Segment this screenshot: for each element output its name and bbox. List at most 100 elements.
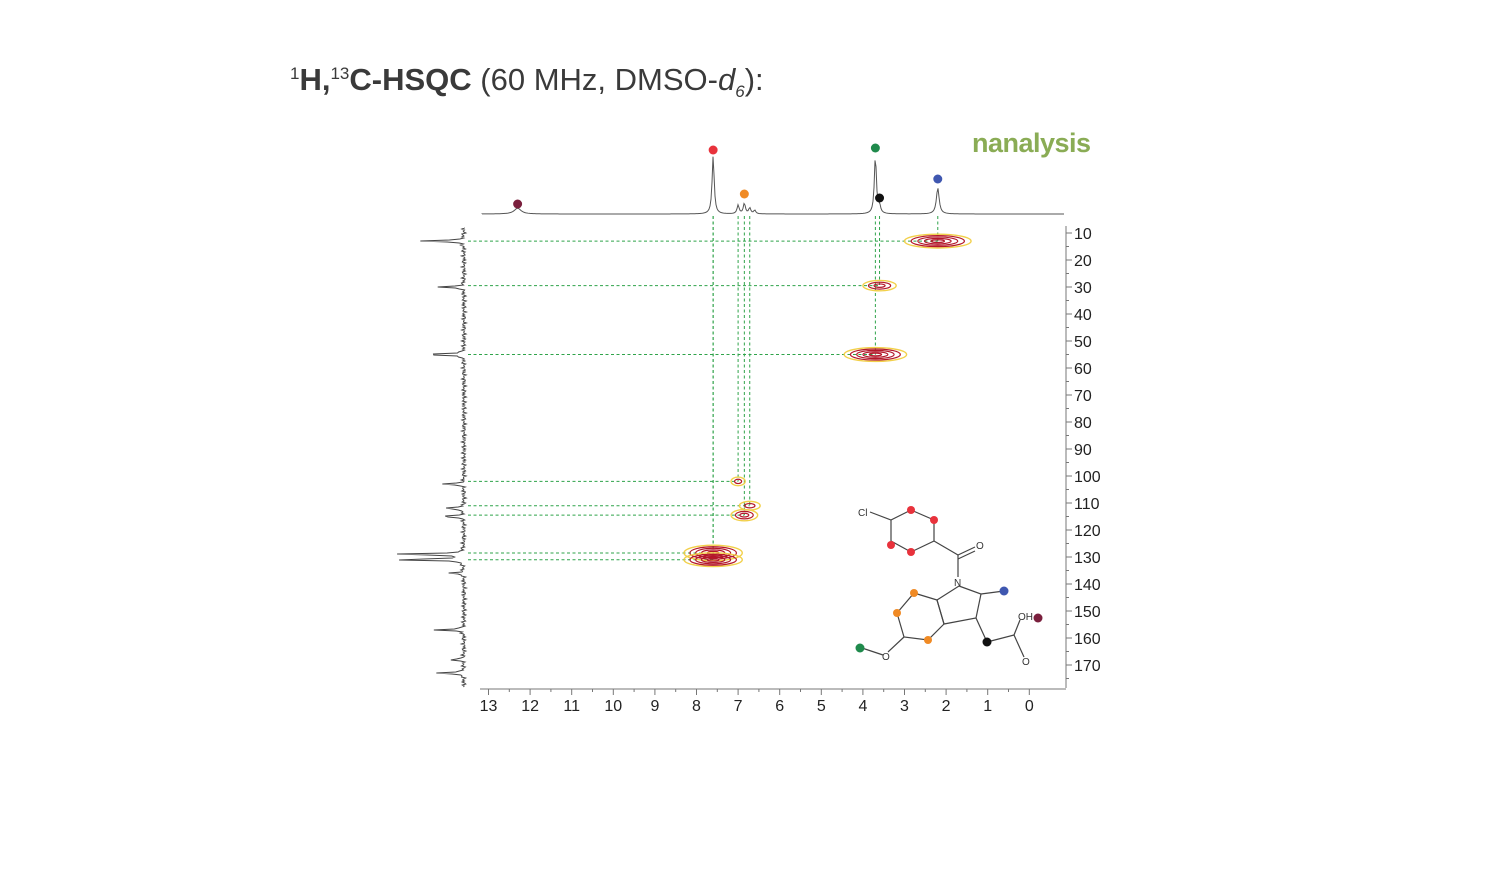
y-tick-label: 30 bbox=[1074, 280, 1092, 297]
marker-red-1 bbox=[907, 506, 915, 514]
proton-marker-blue bbox=[933, 174, 943, 184]
label-oh: OH bbox=[1018, 612, 1033, 623]
label-n: N bbox=[954, 578, 961, 589]
y-tick-label: 140 bbox=[1074, 577, 1101, 594]
marker-black bbox=[982, 637, 992, 647]
marker-red-3 bbox=[887, 541, 895, 549]
marker-orange-3 bbox=[924, 636, 932, 644]
y-tick-label: 130 bbox=[1074, 550, 1101, 567]
x-tick-label: 8 bbox=[692, 698, 701, 715]
cross-peak-contour bbox=[930, 239, 946, 244]
proton-marker-red bbox=[708, 145, 718, 155]
proton-marker-orange bbox=[739, 189, 749, 199]
cross-peak-contour bbox=[923, 237, 952, 245]
bond-ch2-cooh bbox=[986, 634, 1015, 643]
bond-cooh-o bbox=[1013, 634, 1025, 658]
benzo-ring bbox=[896, 592, 945, 641]
cross-peak-contour bbox=[867, 281, 892, 290]
x-tick-label: 4 bbox=[858, 698, 867, 715]
title-end: ): bbox=[744, 62, 764, 97]
y-tick-label: 50 bbox=[1074, 334, 1092, 351]
cross-peak-contour bbox=[856, 349, 895, 360]
cross-peak-contour bbox=[730, 476, 746, 487]
x-tick-label: 11 bbox=[563, 698, 580, 715]
cross-peak-contour bbox=[743, 502, 756, 509]
marker-green bbox=[855, 643, 865, 653]
pyrrole-ring bbox=[936, 585, 982, 625]
y-tick-label: 150 bbox=[1074, 604, 1101, 621]
cross-peak-contour bbox=[910, 234, 966, 248]
y-tick-label: 40 bbox=[1074, 307, 1092, 324]
y-tick-label: 110 bbox=[1074, 496, 1100, 513]
cross-peak-contour bbox=[849, 348, 901, 361]
nanalysis-logo: nanalysis bbox=[972, 128, 1091, 158]
title-conditions: (60 MHz, DMSO- bbox=[471, 62, 718, 97]
x-tick-label: 2 bbox=[942, 698, 951, 715]
marker-orange-1 bbox=[910, 589, 918, 597]
proton-marker-green bbox=[870, 143, 880, 153]
cross-peak-contour bbox=[843, 346, 908, 363]
label-o-ether: O bbox=[882, 652, 890, 663]
y-tick-label: 100 bbox=[1074, 469, 1101, 486]
cross-peak-contour bbox=[739, 512, 750, 518]
proton-marker-dark_red bbox=[513, 199, 523, 209]
cross-peak-contour bbox=[733, 478, 743, 485]
page-title: 1H,13C-HSQC (60 MHz, DMSO-d6): bbox=[290, 62, 764, 102]
proton-spectrum bbox=[481, 143, 1064, 215]
label-cl: Cl bbox=[858, 508, 867, 519]
x-tick-label: 1 bbox=[983, 698, 992, 715]
x-tick-label: 13 bbox=[480, 698, 498, 715]
cross-peaks bbox=[683, 233, 972, 568]
y-tick-label: 90 bbox=[1074, 442, 1092, 459]
title-sup-h: 1 bbox=[290, 64, 300, 83]
marker-red-2 bbox=[930, 516, 938, 524]
carbon-spectrum bbox=[397, 227, 469, 688]
cross-peak-contour bbox=[873, 283, 886, 288]
y-tick-label: 10 bbox=[1074, 226, 1092, 243]
x-tick-label: 0 bbox=[1025, 698, 1034, 715]
cross-peak-contour bbox=[862, 351, 889, 358]
bond-cooh-oh bbox=[1013, 619, 1021, 636]
axes: 13 12 11 10 9 8 7 6 5 4 3 2 1 01020304050607080901001… bbox=[480, 226, 1101, 715]
x-tick-label: 9 bbox=[650, 698, 659, 715]
x-tick-label: 12 bbox=[521, 698, 539, 715]
structure-markers bbox=[855, 506, 1043, 653]
bond-carbonyl-o bbox=[957, 546, 976, 556]
title-sup-c: 13 bbox=[330, 64, 350, 83]
bond-ring-carbonyl bbox=[933, 540, 959, 556]
label-o-ketone: O bbox=[976, 541, 984, 552]
cross-peak-contour bbox=[917, 236, 959, 246]
title-hsqc: C-HSQC bbox=[349, 62, 472, 97]
x-tick-label: 7 bbox=[734, 698, 743, 715]
cross-peak-contour bbox=[695, 554, 732, 565]
y-tick-label: 70 bbox=[1074, 388, 1092, 405]
carbon-trace bbox=[397, 227, 469, 688]
marker-darkred bbox=[1033, 613, 1043, 623]
y-tick-label: 160 bbox=[1074, 631, 1101, 648]
cross-peak-contour bbox=[730, 508, 759, 522]
x-tick-label: 3 bbox=[900, 698, 909, 715]
cross-peak-contour bbox=[700, 556, 726, 564]
cross-peak-contour bbox=[903, 233, 972, 249]
y-tick-label: 170 bbox=[1074, 658, 1101, 675]
bond-ether-me bbox=[861, 647, 884, 656]
bond-ether bbox=[887, 636, 905, 653]
bond-carbonyl-o2 bbox=[957, 550, 976, 560]
cross-peak-contour bbox=[734, 510, 754, 520]
cross-peak-contour bbox=[862, 279, 897, 292]
title-sub-6: 6 bbox=[735, 82, 745, 102]
marker-orange-2 bbox=[893, 609, 901, 617]
title-h: H, bbox=[299, 62, 331, 97]
cross-peak-contour bbox=[683, 552, 743, 568]
cross-peak-contour bbox=[689, 553, 738, 566]
cross-peak-contour bbox=[868, 352, 883, 357]
proton-marker-black bbox=[875, 193, 885, 203]
marker-red-4 bbox=[907, 548, 915, 556]
molecule-structure: Cl O N OH O O bbox=[855, 506, 1043, 668]
x-tick-label: 10 bbox=[604, 698, 622, 715]
x-tick-label: 5 bbox=[817, 698, 826, 715]
chlorophenyl-ring bbox=[890, 509, 935, 553]
cross-peak-contour bbox=[706, 557, 720, 562]
title-d: d bbox=[717, 62, 736, 97]
